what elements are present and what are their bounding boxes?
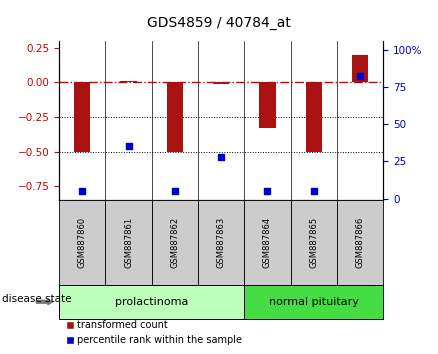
Text: GDS4859 / 40784_at: GDS4859 / 40784_at xyxy=(147,16,291,30)
Text: normal pituitary: normal pituitary xyxy=(269,297,359,307)
Text: GSM887861: GSM887861 xyxy=(124,217,133,268)
Point xyxy=(310,188,317,194)
Bar xyxy=(259,82,276,128)
Text: GSM887865: GSM887865 xyxy=(309,217,318,268)
Point xyxy=(264,188,271,194)
Point xyxy=(218,154,225,160)
Point xyxy=(79,188,86,194)
Text: GSM887866: GSM887866 xyxy=(356,217,364,268)
Text: GSM887862: GSM887862 xyxy=(170,217,180,268)
Point xyxy=(357,74,364,79)
Bar xyxy=(167,82,183,152)
Text: prolactinoma: prolactinoma xyxy=(115,297,188,307)
Text: GSM887864: GSM887864 xyxy=(263,217,272,268)
Text: GSM887860: GSM887860 xyxy=(78,217,87,268)
Bar xyxy=(306,82,322,152)
Bar xyxy=(213,82,230,84)
Text: GSM887863: GSM887863 xyxy=(217,217,226,268)
Point xyxy=(171,188,178,194)
Text: disease state: disease state xyxy=(2,294,72,304)
Bar xyxy=(352,55,368,82)
Point xyxy=(125,144,132,149)
Bar xyxy=(74,82,90,152)
Legend: transformed count, percentile rank within the sample: transformed count, percentile rank withi… xyxy=(62,316,246,349)
Bar xyxy=(120,81,137,82)
